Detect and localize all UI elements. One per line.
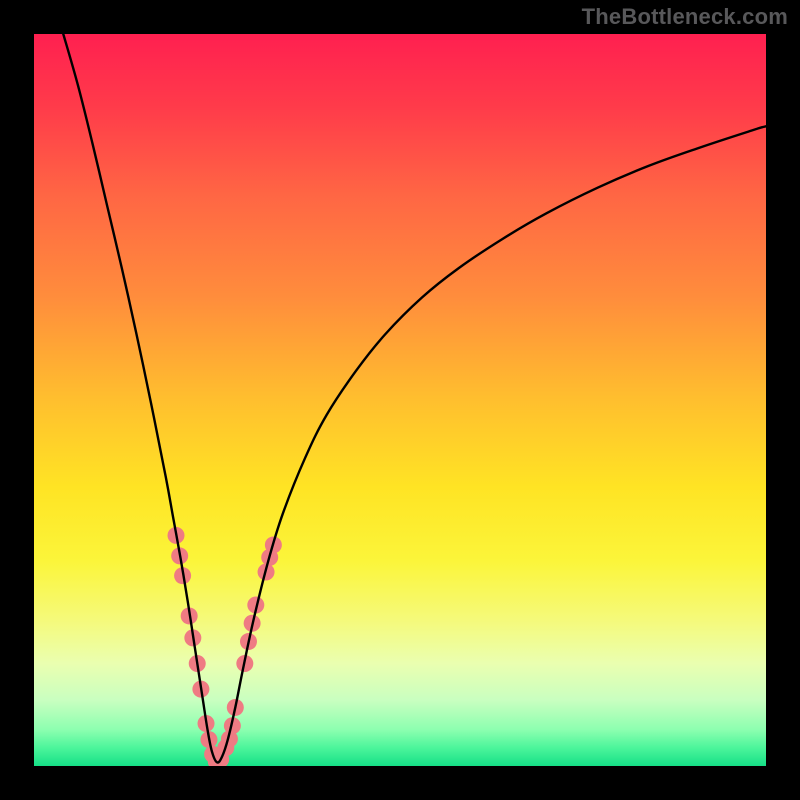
chart-outer-frame: TheBottleneck.com bbox=[0, 0, 800, 800]
watermark-text: TheBottleneck.com bbox=[582, 4, 788, 30]
chart-background bbox=[34, 34, 766, 766]
chart-svg bbox=[34, 34, 766, 766]
chart-plot-area bbox=[34, 34, 766, 766]
